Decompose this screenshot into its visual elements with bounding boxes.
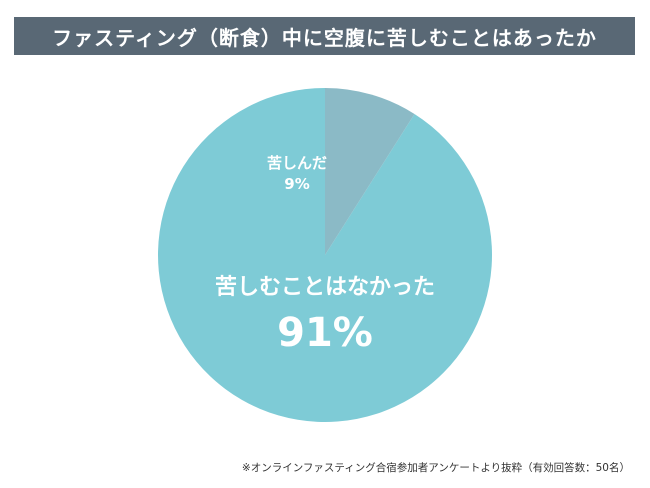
slice-value-suffered: 9%: [284, 175, 309, 193]
chart-title: ファスティング（断食）中に空腹に苦しむことはあったか: [52, 25, 597, 50]
pie-slice-suffered: [325, 88, 415, 255]
footnote: ※オンラインファスティング合宿参加者アンケートより抜粋（有効回答数：50名）: [241, 462, 630, 474]
title-bar: ファスティング（断食）中に空腹に苦しむことはあったか: [14, 17, 635, 55]
slice-value-no-hunger: 91%: [277, 310, 373, 356]
slice-label-suffered: 苦しんだ: [267, 154, 327, 172]
slice-label-no-hunger: 苦しむことはなかった: [215, 275, 435, 300]
